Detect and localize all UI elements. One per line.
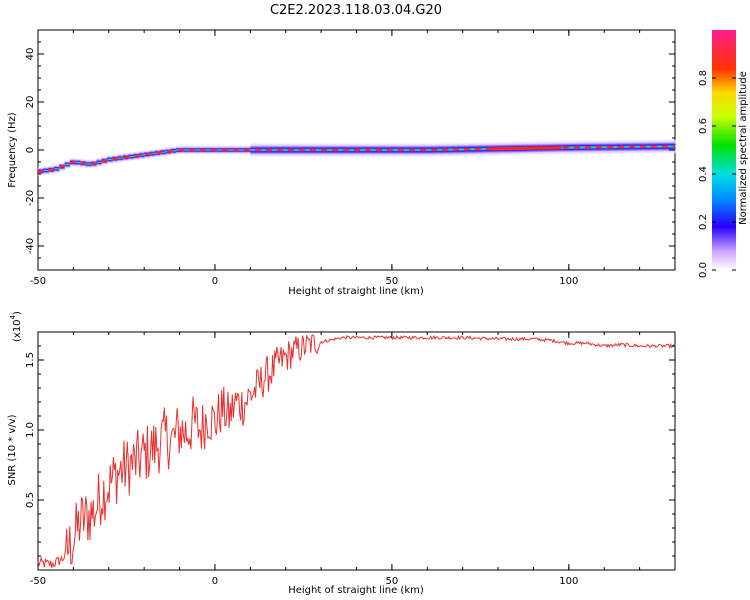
figure-title: C2E2.2023.118.03.04.G20 <box>270 3 442 18</box>
spectrogram-band-segment <box>85 158 92 170</box>
spectrogram-band-segment <box>229 144 236 156</box>
spectrogram-x-ticks: -50 0 50 100 <box>30 30 676 287</box>
spectrogram-band-segment <box>96 156 103 168</box>
snr-x-label: Height of straight line (km) <box>288 585 424 596</box>
spectrogram-band-segment <box>404 141 411 159</box>
snr-x-tick-label: -50 <box>30 576 46 587</box>
spectrogram-y-tick-label: 0 <box>25 147 36 153</box>
snr-y-tick-label: 0.5 <box>25 492 36 508</box>
spectrogram-band-segment <box>239 144 246 156</box>
spectrogram-band-segment <box>138 149 145 161</box>
spectrogram-band-segment <box>600 138 607 156</box>
spectrogram-band-segment <box>579 139 586 156</box>
snr-content <box>37 334 676 568</box>
snr-x-ticks: -50 0 50 100 <box>30 332 676 587</box>
colorbar-tick-label: 0.2 <box>698 214 709 230</box>
spectrogram-y-label: Frequency (Hz) <box>7 112 18 188</box>
spectrogram-y-tick-label: 20 <box>25 96 36 109</box>
spectrogram-y-tick-label: -40 <box>25 238 36 254</box>
snr-y-label: SNR (10 * v/v) <box>7 414 18 485</box>
spectrogram-band-segment <box>446 141 453 159</box>
spectrogram-band-segment <box>383 141 389 159</box>
snr-series-line <box>37 334 676 568</box>
spectrogram-band-segment <box>271 141 278 159</box>
spectrogram-y-tick-label: 40 <box>25 48 36 61</box>
spectrogram-x-tick-label: -50 <box>30 276 46 287</box>
spectrogram-band-segment <box>314 141 320 159</box>
spectrogram-band-segment <box>669 138 676 155</box>
colorbar-label: Normalized spectral amplitude <box>738 71 749 225</box>
spectrogram-band-segment <box>393 141 400 159</box>
spectrogram-band-segment <box>149 148 156 160</box>
snr-y-tick-label: 1.5 <box>25 352 36 368</box>
snr-panel: -50 0 50 100 0.5 1.0 1.5 Height of straight l… <box>7 311 676 596</box>
spectrogram-x-label: Height of straight line (km) <box>288 286 424 297</box>
spectrogram-band-segment <box>643 138 650 156</box>
spectrogram-band-segment <box>117 152 124 164</box>
spectrogram-band-segment <box>611 138 618 156</box>
snr-y-ticks: 0.5 1.0 1.5 <box>25 345 675 557</box>
spectrogram-content <box>37 138 676 177</box>
spectrogram-band-segment <box>64 159 71 170</box>
snr-y-scale-suffix: ) <box>12 311 23 315</box>
snr-y-scale-prefix: (x10 <box>12 319 23 342</box>
snr-x-tick-label: 100 <box>559 576 578 587</box>
spectrogram-band-segment <box>361 141 368 159</box>
spectrogram-band-segment <box>621 138 628 156</box>
spectrogram-band-segment <box>128 151 135 162</box>
snr-y-scale: (x104) <box>9 311 23 342</box>
colorbar-tick-label: 0.8 <box>698 70 709 86</box>
snr-y-tick-label: 1.0 <box>25 422 36 438</box>
spectrogram-ridge-strong <box>490 146 562 151</box>
spectrogram-band-segment <box>590 138 596 156</box>
spectrogram-band-segment <box>335 141 342 159</box>
spectrogram-band-segment <box>292 141 299 159</box>
spectrogram-band-segment <box>160 146 166 158</box>
spectrogram-band-segment <box>181 144 188 156</box>
spectrogram-band-segment <box>414 141 421 159</box>
spectrogram-band-segment <box>250 141 257 159</box>
colorbar-ramp <box>712 30 736 270</box>
spectrogram-band-segment <box>324 141 331 159</box>
spectrogram-band-segment <box>43 165 50 176</box>
colorbar-tick-label: 0.6 <box>698 118 709 134</box>
spectrogram-band-segment <box>436 141 443 159</box>
spectrogram-y-tick-label: -20 <box>25 190 36 206</box>
colorbar-tick-label: 0.4 <box>698 166 709 182</box>
spectrogram-band-segment <box>478 140 485 158</box>
colorbar-tick-label: 0.0 <box>698 262 709 278</box>
spectrogram-x-tick-label: 50 <box>386 276 399 287</box>
svg-text:(x104): (x104) <box>9 311 23 342</box>
colorbar-ticks: 0.0 0.2 0.4 0.6 0.8 <box>698 70 736 278</box>
spectrogram-band-segment <box>467 140 474 158</box>
spectrogram-ridge-core <box>37 145 676 173</box>
spectrogram-band-segment <box>107 154 113 165</box>
spectrogram-band-segment <box>170 145 177 157</box>
spectrogram-x-tick-label: 0 <box>212 276 218 287</box>
spectrogram-y-ticks: 40 20 0 -20 -40 <box>25 29 675 271</box>
spectrogram-band-segment <box>75 157 82 168</box>
spectrogram-band-segment <box>372 141 379 159</box>
spectrogram-band-segment <box>457 141 464 158</box>
spectrogram-x-tick-label: 100 <box>559 276 578 287</box>
spectrogram-band-segment <box>632 138 639 156</box>
snr-y-scale-exponent: 4 <box>9 314 17 319</box>
colorbar: 0.0 0.2 0.4 0.6 0.8 Normalized spectral ampl… <box>698 30 749 278</box>
spectrogram-band-segment <box>282 141 289 159</box>
snr-x-tick-label: 0 <box>212 576 218 587</box>
spectrogram-panel: -50 0 50 100 40 20 0 -20 -40 Height of straight… <box>7 29 676 297</box>
snr-x-tick-label: 50 <box>386 576 399 587</box>
snr-frame <box>37 331 676 571</box>
spectrogram-band-segment <box>425 141 432 159</box>
spectrogram-band-segment <box>218 144 225 156</box>
spectrogram-band-segment <box>260 141 267 159</box>
spectrogram-band-segment <box>303 141 310 159</box>
spectrogram-band-segment <box>207 144 214 156</box>
spectrogram-band-segment <box>568 139 575 156</box>
spectrogram-band-segment <box>53 163 60 175</box>
